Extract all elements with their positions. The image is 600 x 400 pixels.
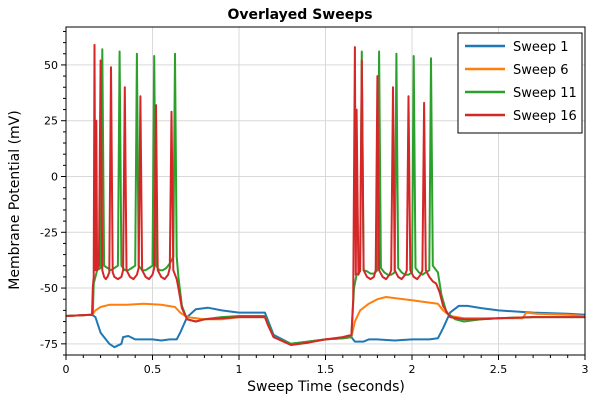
x-tick-label: 1 <box>236 363 243 376</box>
x-tick-label: 0.5 <box>144 363 162 376</box>
x-tick-label: 0 <box>63 363 70 376</box>
y-tick-label: 25 <box>44 115 58 128</box>
x-tick-label: 2.5 <box>490 363 508 376</box>
x-tick-label: 2 <box>409 363 416 376</box>
x-axis-label: Sweep Time (seconds) <box>247 379 405 395</box>
y-tick-label: -75 <box>40 338 58 351</box>
legend-label: Sweep 16 <box>513 109 577 124</box>
legend-box <box>457 32 583 134</box>
y-tick-label: -50 <box>40 282 58 295</box>
y-axis-label: Membrane Potential (mV) <box>7 110 23 289</box>
legend-label: Sweep 11 <box>513 86 577 101</box>
x-tick-label: 3 <box>582 363 589 376</box>
legend: Sweep 1 Sweep 6 Sweep 11 Sweep 16 <box>457 32 583 134</box>
axes: 0 0.5 1 1.5 2 2.5 3 -75 -50 -25 0 25 50 <box>40 30 589 376</box>
y-tick-label: 0 <box>51 170 58 183</box>
y-tick-label: -25 <box>40 226 58 239</box>
y-tick-label: 50 <box>44 59 58 72</box>
series-layer <box>65 43 586 349</box>
series-line-sweep-16 <box>65 43 585 346</box>
x-tick-label: 1.5 <box>317 363 335 376</box>
chart-title: Overlayed Sweeps <box>227 7 372 23</box>
legend-label: Sweep 6 <box>513 63 569 78</box>
legend-label: Sweep 1 <box>513 40 569 55</box>
